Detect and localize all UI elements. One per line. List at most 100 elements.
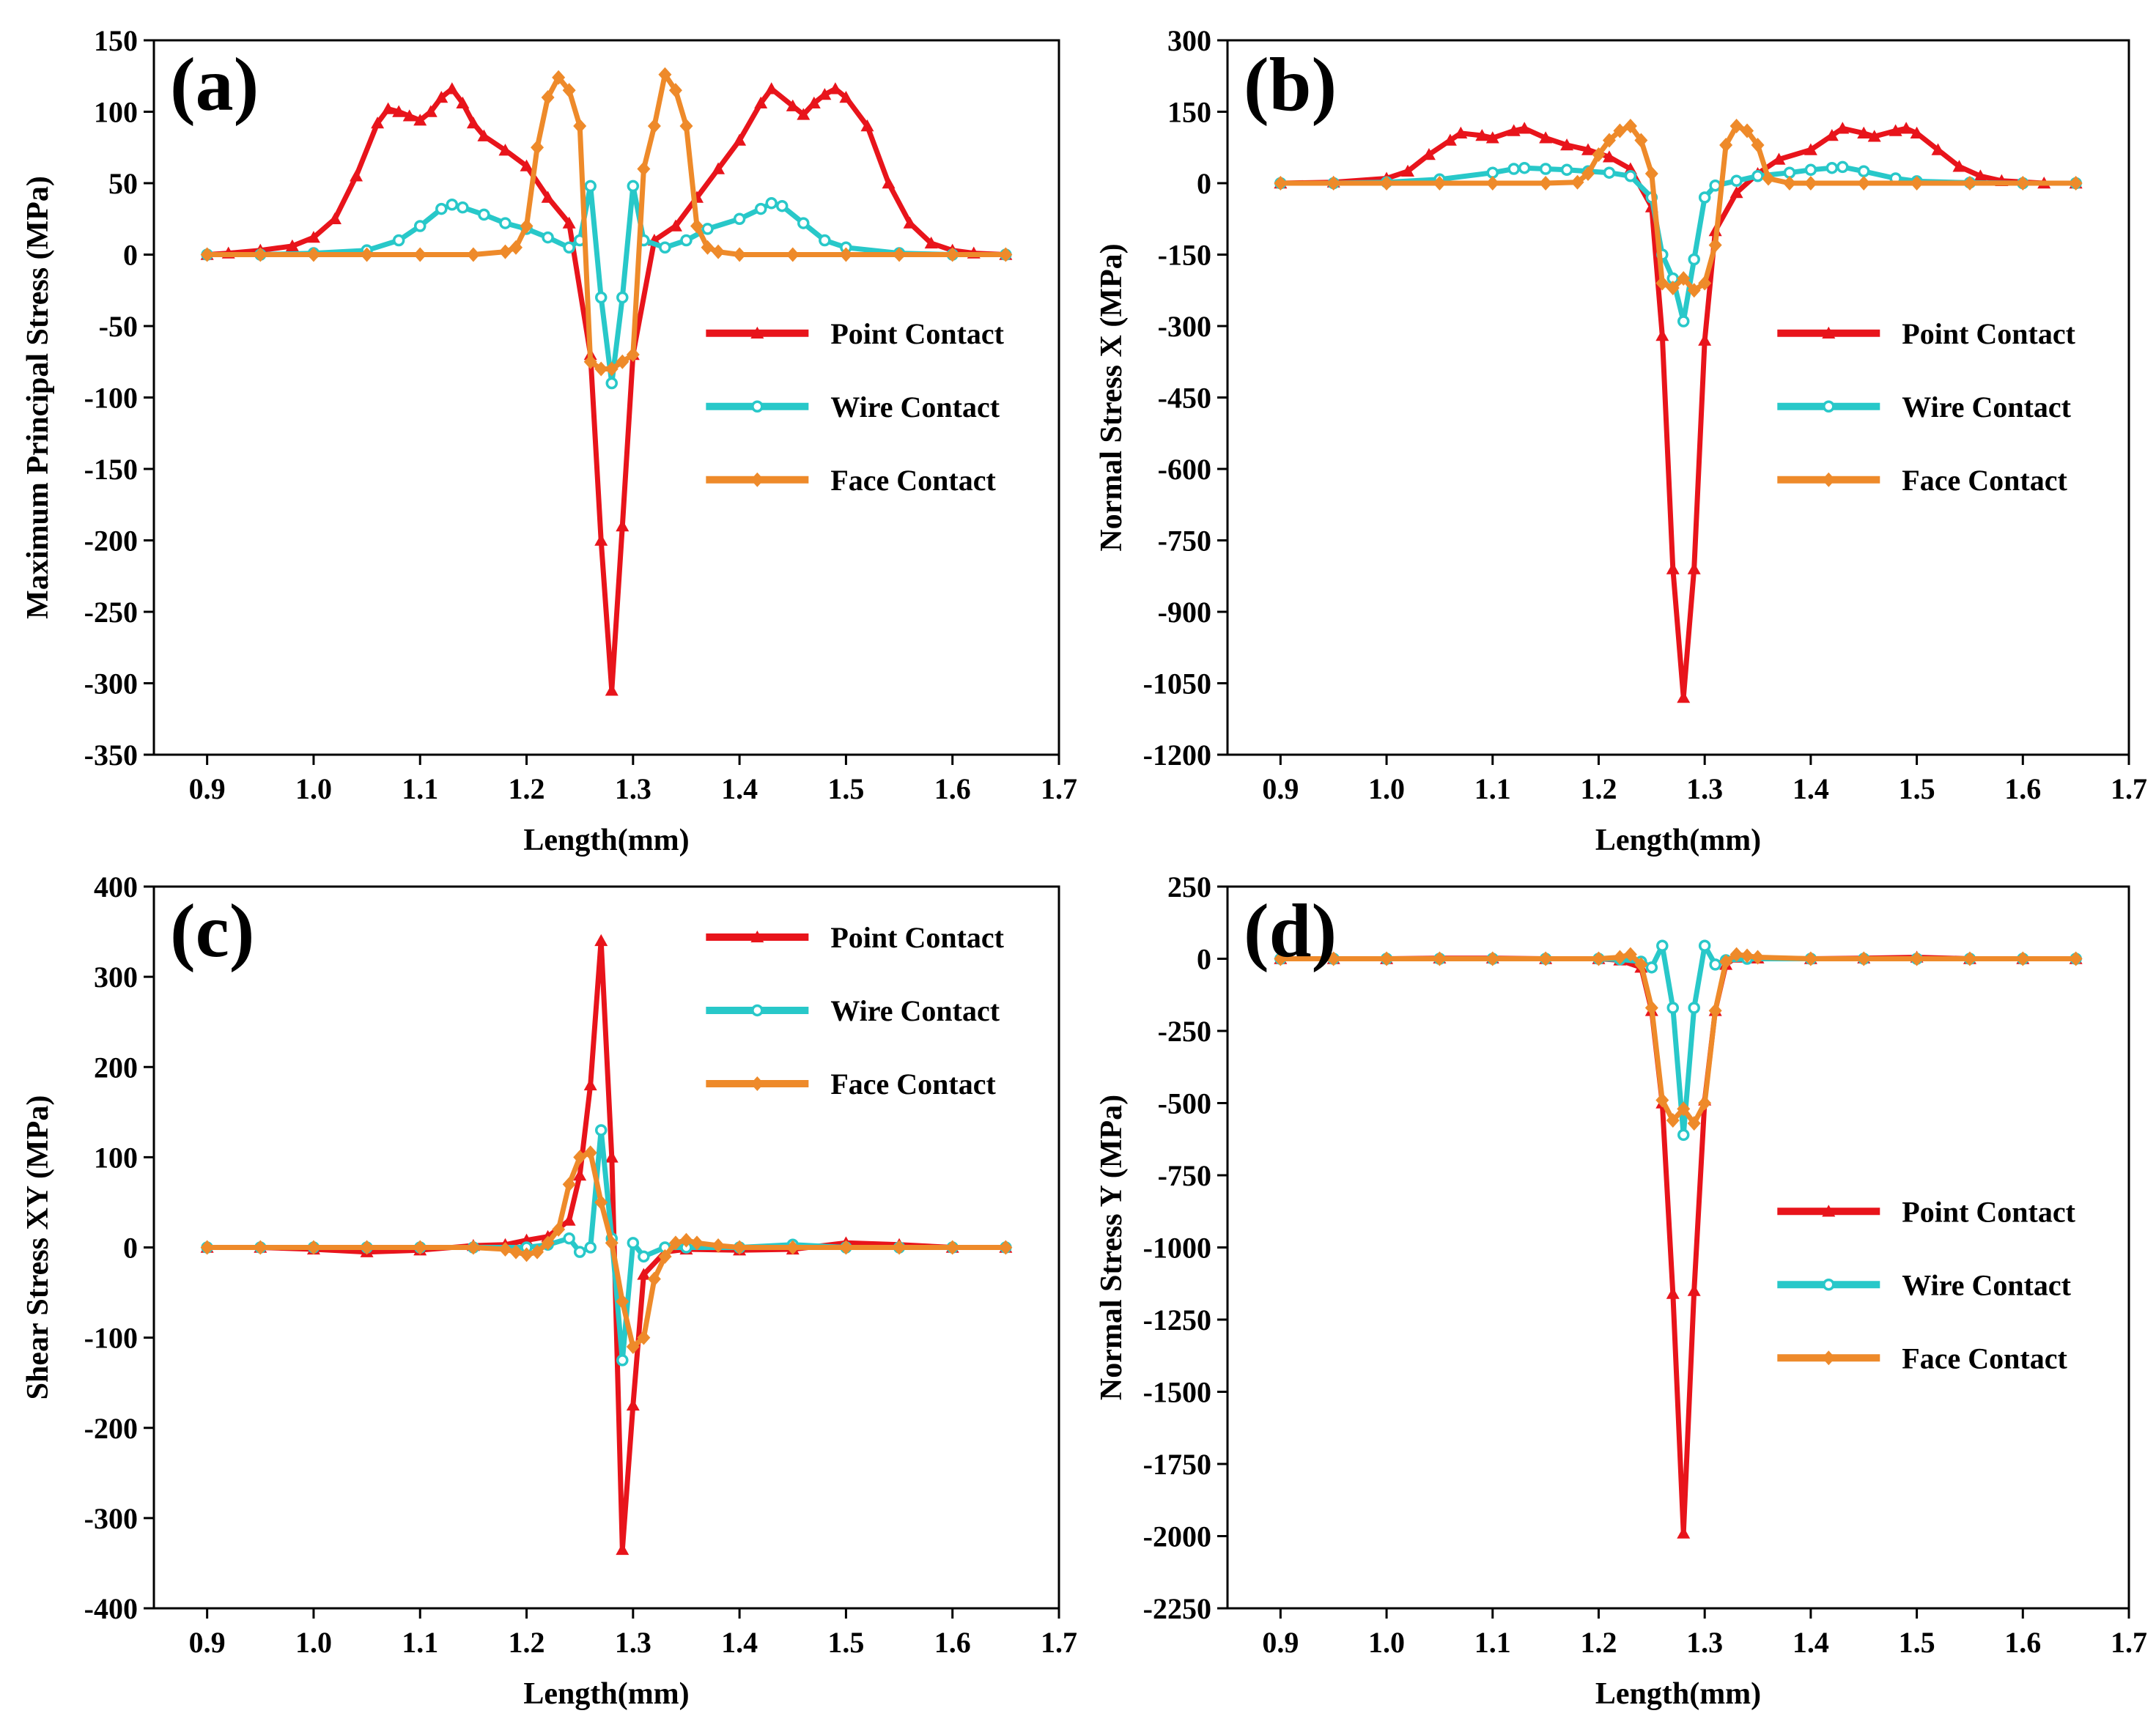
data-point-face-contact — [541, 1235, 555, 1251]
data-point-wire-contact — [563, 1232, 575, 1245]
data-point-face-contact — [562, 1177, 576, 1192]
data-point-wire-contact — [392, 234, 405, 247]
data-point-wire-contact — [584, 1241, 597, 1254]
data-point-face-contact — [945, 1240, 959, 1255]
data-point-point-contact — [924, 236, 938, 249]
data-point-wire-contact — [733, 212, 746, 225]
data-point-wire-contact — [594, 291, 608, 304]
data-point-face-contact — [1729, 119, 1743, 133]
data-point-face-contact — [1570, 174, 1584, 190]
data-point-point-contact — [882, 177, 896, 189]
data-point-face-contact — [1963, 951, 1976, 966]
data-point-face-contact — [647, 1271, 661, 1287]
data-point-wire-contact — [1836, 160, 1849, 174]
data-point-point-contact — [562, 1213, 576, 1226]
y-tick-label: 200 — [94, 1051, 138, 1084]
data-point-wire-contact — [1603, 166, 1616, 179]
legend-marker-point-contact — [1822, 1205, 1836, 1217]
data-point-point-contact — [1857, 126, 1871, 138]
data-point-face-contact — [1613, 123, 1627, 138]
x-tick-label: 1.2 — [1580, 772, 1617, 805]
data-point-wire-contact — [457, 201, 469, 214]
data-point-face-contact — [552, 70, 566, 85]
legend-label-wire-contact: Wire Contact — [1902, 1268, 2071, 1301]
data-point-point-contact — [1677, 1526, 1691, 1539]
data-point-point-contact — [285, 239, 299, 251]
data-point-face-contact — [562, 83, 576, 98]
data-point-face-contact — [605, 361, 619, 377]
x-tick-label: 1.1 — [402, 1626, 438, 1659]
legend: Point Contact Wire Contact Face Contact — [706, 921, 1005, 1101]
legend-marker-wire-contact — [751, 400, 764, 413]
data-point-point-contact — [1401, 164, 1414, 177]
data-point-point-contact — [1539, 131, 1553, 144]
y-tick-label: 0 — [123, 1232, 138, 1265]
data-point-wire-contact — [616, 1354, 629, 1367]
panel-label: (a) — [170, 42, 259, 127]
data-point-point-contact — [1602, 150, 1616, 163]
data-point-point-contact — [668, 219, 682, 232]
y-tick-label: 0 — [1197, 943, 1211, 976]
data-point-point-contact — [1485, 131, 1499, 144]
data-point-point-contact — [1687, 1284, 1701, 1296]
data-point-wire-contact — [1804, 163, 1817, 177]
x-tick-label: 1.4 — [1793, 1626, 1829, 1659]
x-tick-label: 1.1 — [1474, 772, 1511, 805]
data-point-face-contact — [1274, 176, 1288, 191]
data-point-face-contact — [999, 1240, 1013, 1255]
data-point-point-contact — [1422, 148, 1436, 160]
series-line-wire-contact — [1280, 943, 2076, 1138]
data-point-point-contact — [616, 1542, 630, 1556]
data-point-face-contact — [1592, 951, 1606, 966]
data-point-face-contact — [637, 161, 651, 177]
legend-marker-face-contact — [1822, 1350, 1836, 1366]
data-point-point-contact — [392, 105, 406, 117]
data-point-face-contact — [1698, 275, 1712, 291]
data-point-wire-contact — [435, 202, 448, 215]
x-tick-label: 0.9 — [1262, 772, 1299, 805]
data-point-point-contact — [371, 117, 385, 129]
data-point-face-contact — [712, 1238, 726, 1254]
data-point-face-contact — [1708, 237, 1722, 253]
data-point-face-contact — [1485, 176, 1499, 191]
data-point-face-contact — [839, 247, 853, 262]
data-point-face-contact — [679, 119, 693, 133]
legend: Point Contact Wire Contact Face Contact — [1777, 1195, 2076, 1375]
legend: Point Contact Wire Contact Face Contact — [1777, 317, 2076, 497]
legend-marker-point-contact — [750, 930, 764, 943]
y-tick-label: -1250 — [1143, 1303, 1211, 1336]
legend-label-face-contact: Face Contact — [1902, 1342, 2067, 1375]
y-tick-label: -100 — [84, 382, 138, 415]
data-point-face-contact — [658, 1249, 672, 1264]
data-point-face-contact — [1666, 1113, 1680, 1128]
data-point-face-contact — [616, 1294, 630, 1309]
series-line-point-contact — [1280, 125, 2076, 700]
x-tick-label: 1.2 — [1580, 1626, 1617, 1659]
data-point-point-contact — [1518, 122, 1532, 134]
data-point-wire-contact — [659, 241, 671, 254]
data-point-point-contact — [350, 169, 363, 182]
plot-area — [1274, 119, 2083, 703]
data-point-face-contact — [1655, 1092, 1669, 1108]
data-point-face-contact — [733, 247, 747, 262]
data-point-point-contact — [498, 144, 512, 156]
data-point-point-contact — [328, 212, 342, 224]
data-point-face-contact — [360, 247, 374, 262]
legend-marker-wire-contact — [751, 1004, 764, 1017]
legend-marker-face-contact — [750, 1076, 764, 1091]
data-point-wire-contact — [616, 291, 629, 304]
data-point-wire-contact — [478, 208, 490, 221]
data-point-face-contact — [690, 1235, 704, 1251]
data-point-face-contact — [1380, 951, 1394, 966]
data-point-point-contact — [605, 1150, 619, 1163]
data-point-point-contact — [1677, 691, 1691, 703]
plot-area — [1274, 939, 2083, 1539]
data-point-point-contact — [1507, 124, 1521, 136]
chart-panel-b: 0.9 1.0 1.1 1.2 1.3 1.4 1.5 1.6 1.7 300 150 0 -150 -3… — [1095, 24, 2147, 857]
data-point-face-contact — [1274, 951, 1288, 966]
data-point-face-contact — [583, 354, 597, 369]
data-point-point-contact — [1475, 129, 1489, 141]
x-tick-label: 1.4 — [1793, 772, 1829, 805]
legend-label-wire-contact: Wire Contact — [830, 391, 1000, 424]
data-point-face-contact — [1804, 951, 1817, 966]
